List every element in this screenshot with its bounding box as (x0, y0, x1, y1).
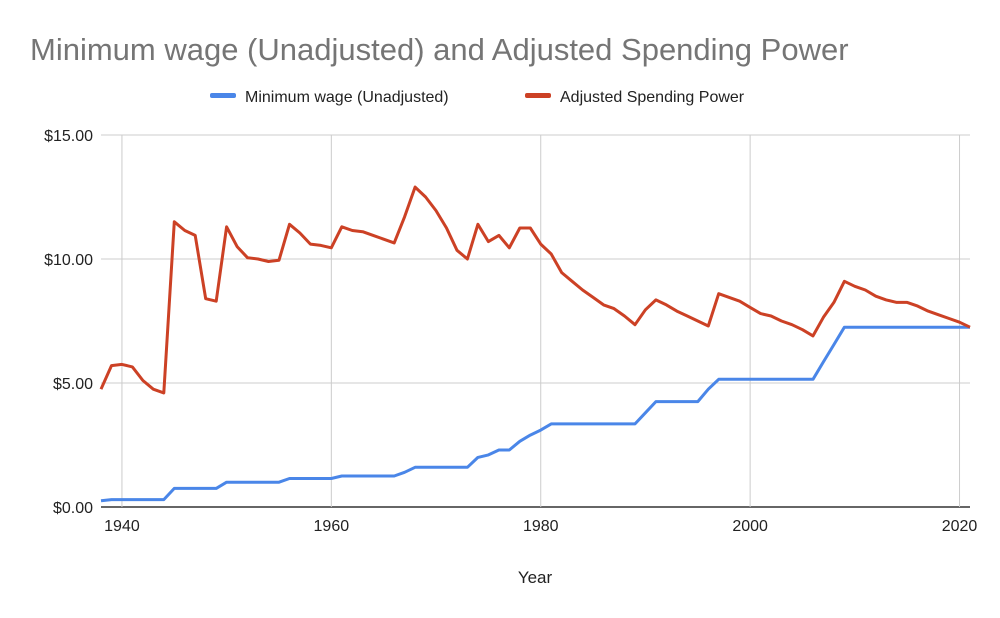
y-tick-label: $10.00 (44, 252, 93, 269)
y-tick-label: $5.00 (53, 376, 93, 393)
legend: Minimum wage (Unadjusted) Adjusted Spendi… (210, 89, 745, 106)
x-axis-label: Year (518, 568, 553, 587)
series-line-adjusted-spending-power (99, 185, 971, 395)
x-tick-label: 1940 (104, 518, 140, 535)
x-tick-label: 2000 (732, 518, 768, 535)
legend-label: Minimum wage (Unadjusted) (245, 89, 449, 106)
x-axis: 1940 1960 1980 2000 2020 (104, 518, 977, 535)
y-tick-label: $0.00 (53, 500, 93, 517)
legend-swatch (525, 93, 551, 98)
x-tick-label: 1980 (523, 518, 559, 535)
y-tick-label: $15.00 (44, 128, 93, 145)
series-line-minimum-wage (100, 325, 970, 503)
y-axis: $0.00 $5.00 $10.00 $15.00 (44, 128, 93, 517)
legend-label: Adjusted Spending Power (560, 89, 745, 106)
series-lines (99, 185, 971, 503)
x-tick-label: 1960 (314, 518, 350, 535)
legend-swatch (210, 93, 236, 98)
chart-title: Minimum wage (Unadjusted) and Adjusted S… (30, 32, 849, 67)
grid (101, 134, 970, 508)
x-tick-label: 2020 (942, 518, 978, 535)
